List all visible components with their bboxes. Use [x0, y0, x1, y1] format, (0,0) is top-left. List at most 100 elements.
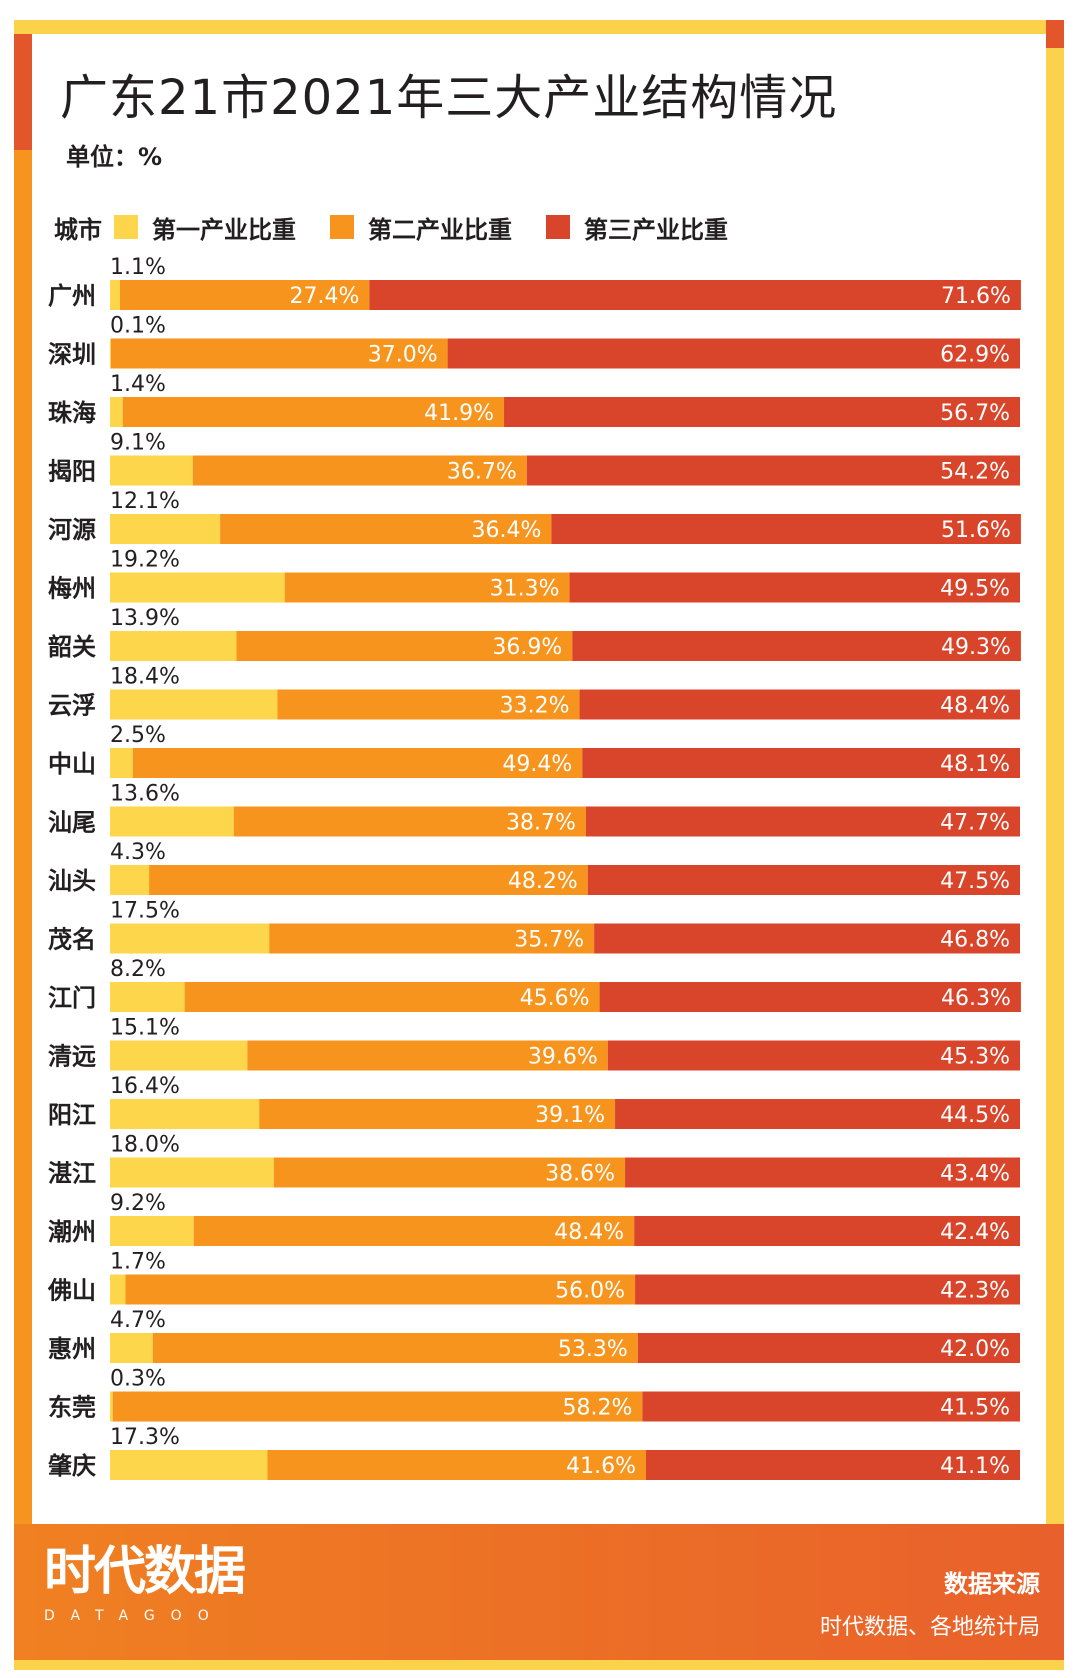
legend-label-primary: 第一产业比重 — [152, 215, 296, 244]
data-label-tertiary: 41.1% — [940, 1454, 1010, 1479]
category-label: 湛江 — [48, 1160, 96, 1188]
data-label-tertiary: 46.8% — [940, 928, 1010, 953]
bar-secondary — [236, 631, 573, 661]
data-label-tertiary: 42.3% — [940, 1279, 1010, 1304]
bar-primary — [110, 1333, 153, 1363]
bar-secondary — [192, 455, 527, 486]
legend: 城市 第一产业比重 第二产业比重 第三产业比重 — [54, 210, 762, 244]
bar-tertiary — [504, 397, 1020, 427]
category-label: 梅州 — [48, 575, 96, 603]
bar-tertiary — [625, 1157, 1020, 1188]
bar-secondary — [273, 1157, 626, 1188]
bar-tertiary — [637, 1333, 1020, 1363]
bar-tertiary — [645, 1450, 1020, 1480]
category-label: 珠海 — [48, 399, 96, 427]
bar-tertiary — [582, 748, 1020, 778]
data-label-tertiary: 46.3% — [941, 986, 1011, 1011]
frame-left-accent — [14, 20, 32, 150]
category-label: 中山 — [48, 750, 96, 778]
data-label-tertiary: 71.6% — [941, 284, 1011, 309]
data-label-primary: 1.4% — [110, 372, 166, 397]
data-label-primary: 13.6% — [110, 782, 180, 807]
data-label-tertiary: 42.0% — [940, 1337, 1010, 1362]
bar-secondary — [247, 1040, 608, 1071]
category-label: 汕尾 — [48, 809, 96, 837]
bar-primary — [110, 1274, 126, 1305]
bar-tertiary — [599, 982, 1021, 1012]
bar-primary — [110, 338, 111, 369]
bar-primary — [110, 982, 185, 1012]
bar-secondary — [284, 572, 570, 603]
data-label-tertiary: 41.5% — [940, 1396, 1010, 1421]
bar-primary — [110, 1450, 268, 1480]
data-label-secondary: 37.0% — [368, 343, 438, 368]
data-label-tertiary: 48.4% — [940, 694, 1010, 719]
data-label-secondary: 49.4% — [502, 752, 572, 777]
bar-tertiary — [526, 455, 1020, 486]
bottom-border — [14, 1660, 1064, 1670]
bar-secondary — [125, 1274, 636, 1305]
legend-city-header: 城市 — [54, 215, 102, 244]
bar-tertiary — [615, 1099, 1020, 1129]
data-label-primary: 4.7% — [110, 1308, 166, 1333]
bar-secondary — [184, 982, 600, 1012]
category-label: 云浮 — [48, 692, 96, 720]
bar-tertiary — [642, 1391, 1020, 1422]
bar-secondary — [110, 338, 448, 369]
data-label-tertiary: 62.9% — [940, 343, 1010, 368]
data-label-tertiary: 49.5% — [940, 577, 1010, 602]
bar-secondary — [122, 397, 505, 427]
bar-secondary — [267, 1450, 646, 1480]
category-label: 肇庆 — [48, 1452, 96, 1480]
category-label: 韶关 — [48, 633, 96, 661]
data-label-tertiary: 54.2% — [940, 460, 1010, 485]
bar-secondary — [149, 865, 588, 895]
legend-swatch-tertiary — [546, 215, 570, 239]
category-label: 惠州 — [48, 1335, 96, 1363]
data-label-secondary: 35.7% — [514, 928, 584, 953]
source-label: 数据来源 — [944, 1570, 1040, 1598]
category-label: 揭阳 — [48, 458, 96, 486]
data-label-tertiary: 47.7% — [940, 811, 1010, 836]
bar-primary — [110, 1157, 274, 1188]
data-label-tertiary: 49.3% — [941, 635, 1011, 660]
data-label-primary: 2.5% — [110, 723, 166, 748]
legend-item-secondary: 第二产业比重 — [330, 210, 512, 245]
bar-secondary — [220, 514, 552, 544]
data-label-secondary: 48.2% — [508, 869, 578, 894]
category-label: 阳江 — [48, 1101, 96, 1129]
bar-tertiary — [585, 806, 1020, 837]
bar-primary — [110, 1040, 248, 1071]
bar-tertiary — [587, 865, 1020, 895]
bar-primary — [110, 280, 121, 310]
bar-tertiary — [635, 1274, 1020, 1305]
legend-item-primary: 第一产业比重 — [114, 210, 296, 245]
data-label-tertiary: 43.4% — [940, 1162, 1010, 1187]
data-label-secondary: 36.7% — [447, 460, 517, 485]
bar-primary — [110, 514, 221, 544]
unit-label: 单位：% — [66, 143, 163, 171]
data-label-primary: 9.2% — [110, 1191, 166, 1216]
data-label-secondary: 45.6% — [520, 986, 590, 1011]
bar-primary — [110, 865, 150, 895]
bar-primary — [110, 631, 237, 661]
data-label-primary: 19.2% — [110, 548, 180, 573]
category-label: 河源 — [48, 516, 96, 544]
data-label-tertiary: 48.1% — [940, 752, 1010, 777]
bar-secondary — [259, 1099, 616, 1129]
data-label-primary: 8.2% — [110, 957, 166, 982]
data-label-secondary: 31.3% — [490, 577, 560, 602]
data-label-primary: 17.3% — [110, 1425, 180, 1450]
bar-primary — [110, 689, 278, 720]
bar-primary — [110, 572, 285, 603]
chart-title: 广东21市2021年三大产业结构情况 — [60, 70, 838, 126]
category-label: 江门 — [48, 984, 96, 1012]
bar-secondary — [277, 689, 580, 720]
data-label-tertiary: 51.6% — [941, 518, 1011, 543]
data-label-secondary: 56.0% — [555, 1279, 625, 1304]
category-label: 广州 — [48, 282, 96, 310]
data-label-tertiary: 42.4% — [940, 1220, 1010, 1245]
data-label-secondary: 48.4% — [554, 1220, 624, 1245]
category-label: 茂名 — [48, 926, 96, 954]
data-label-primary: 16.4% — [110, 1074, 180, 1099]
